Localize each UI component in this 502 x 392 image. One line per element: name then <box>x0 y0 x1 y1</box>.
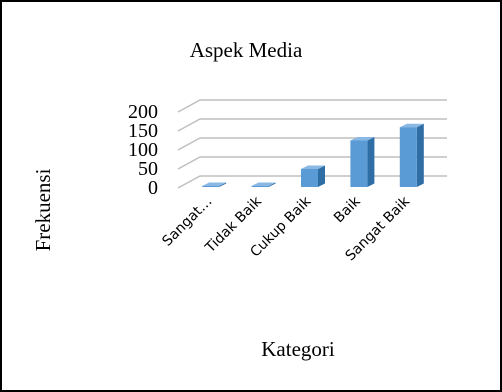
bar-side <box>367 137 375 187</box>
gridline <box>177 99 447 113</box>
x-axis-label: Kategori <box>261 337 335 361</box>
bar-top <box>202 182 227 186</box>
y-axis-label: Frekuensi <box>31 168 55 251</box>
y-tick-label: 150 <box>128 120 158 142</box>
bars <box>202 123 424 187</box>
gridline <box>177 118 447 132</box>
y-tick-label: 200 <box>128 101 158 123</box>
bar-top <box>301 165 325 169</box>
bar-side <box>318 165 325 187</box>
bar-top <box>251 182 276 186</box>
bar <box>350 140 368 187</box>
x-tick-label: Baik <box>331 193 364 226</box>
y-tick-label: 100 <box>128 139 158 161</box>
bar-side <box>416 123 424 187</box>
bar-side <box>268 182 276 187</box>
y-tick-label: 50 <box>138 158 158 180</box>
chart-title: Aspek Media <box>190 38 303 62</box>
bar <box>399 127 417 187</box>
bar-top <box>399 123 424 128</box>
bar-side <box>219 182 227 187</box>
bar <box>202 186 220 187</box>
bar <box>301 169 318 187</box>
bar <box>251 186 269 187</box>
bar-top <box>350 137 375 141</box>
y-tick-label: 0 <box>148 177 158 199</box>
